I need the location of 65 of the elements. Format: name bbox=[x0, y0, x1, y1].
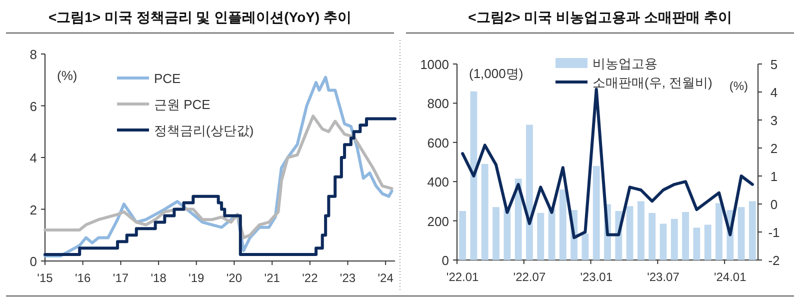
x-tick-label: '23.07 bbox=[647, 270, 680, 284]
y2-tick-label: 2 bbox=[770, 141, 778, 156]
bar bbox=[670, 218, 678, 260]
bar bbox=[592, 166, 600, 260]
y-tick-label: 200 bbox=[427, 214, 449, 229]
y-tick-label: 2 bbox=[30, 202, 37, 218]
bar bbox=[716, 203, 722, 260]
bar bbox=[748, 201, 756, 260]
bar bbox=[660, 224, 667, 260]
y-tick-label: 400 bbox=[427, 174, 449, 190]
bar bbox=[738, 207, 745, 260]
x-tick-label: '19 bbox=[188, 271, 205, 285]
y2-tick-label: 5 bbox=[770, 57, 778, 72]
y2-tick-label: 0 bbox=[770, 197, 778, 212]
y-tick-label: 6 bbox=[30, 98, 37, 114]
y2-tick-label: 4 bbox=[770, 85, 778, 100]
y2-tick-label: -1 bbox=[768, 225, 780, 240]
bar bbox=[537, 212, 544, 260]
y-tick-label: 0 bbox=[30, 254, 37, 269]
bar bbox=[481, 164, 488, 260]
chart-title: <그림1> 미국 정책금리 및 인플레이션(YoY) 추이 bbox=[48, 9, 352, 25]
bar bbox=[582, 234, 589, 260]
bar bbox=[526, 124, 533, 260]
x-tick-label: '24 bbox=[378, 271, 394, 285]
y-tick-label: 600 bbox=[427, 135, 449, 150]
y-tick-label: 800 bbox=[427, 96, 449, 112]
bar bbox=[648, 212, 656, 260]
x-tick-label: '20 bbox=[226, 271, 242, 285]
bar bbox=[682, 212, 689, 260]
legend-label: 소매판매(우, 전월비) bbox=[592, 75, 712, 90]
legend-label: 비농업고용 bbox=[592, 56, 658, 71]
x-tick-label: '22.07 bbox=[513, 270, 546, 284]
x-tick-label: '18 bbox=[150, 271, 167, 285]
y-axis-title: (1,000명) bbox=[469, 66, 524, 81]
y2-tick-label: 3 bbox=[770, 113, 778, 128]
bar bbox=[459, 211, 466, 260]
bar bbox=[637, 201, 644, 260]
y2-tick-label: 1 bbox=[770, 169, 778, 184]
x-tick-label: '22.01 bbox=[446, 270, 480, 284]
bar bbox=[504, 209, 511, 260]
legend-label: 근원 PCE bbox=[154, 97, 211, 112]
x-tick-label: '17 bbox=[112, 271, 129, 285]
x-tick-label: '23 bbox=[340, 271, 356, 285]
y-tick-label: 8 bbox=[30, 47, 37, 62]
legend-label: PCE bbox=[154, 71, 182, 86]
y-axis-title: (%) bbox=[57, 68, 78, 83]
y2-axis-title: (%) bbox=[729, 79, 748, 93]
x-tick-label: '24.01 bbox=[714, 270, 747, 284]
y-tick-label: 1000 bbox=[420, 57, 449, 72]
bar bbox=[492, 207, 500, 260]
bar bbox=[470, 91, 478, 260]
chart-title: <그림2> 미국 비농업고용과 소매판매 추이 bbox=[468, 9, 732, 25]
x-tick-label: '21 bbox=[264, 271, 280, 285]
x-tick-label: '23.01 bbox=[580, 270, 613, 284]
x-tick-label: '16 bbox=[75, 271, 91, 285]
bar bbox=[693, 228, 700, 260]
y-tick-label: 4 bbox=[30, 150, 37, 166]
bar bbox=[626, 206, 634, 260]
y-tick-label: 0 bbox=[442, 253, 449, 268]
bar bbox=[704, 224, 712, 260]
legend-label: 정책금리(상단값) bbox=[154, 123, 254, 138]
y2-tick-label: -2 bbox=[768, 253, 780, 268]
x-tick-label: '15 bbox=[37, 271, 54, 285]
x-tick-label: '22 bbox=[302, 271, 318, 285]
bar bbox=[559, 189, 566, 260]
